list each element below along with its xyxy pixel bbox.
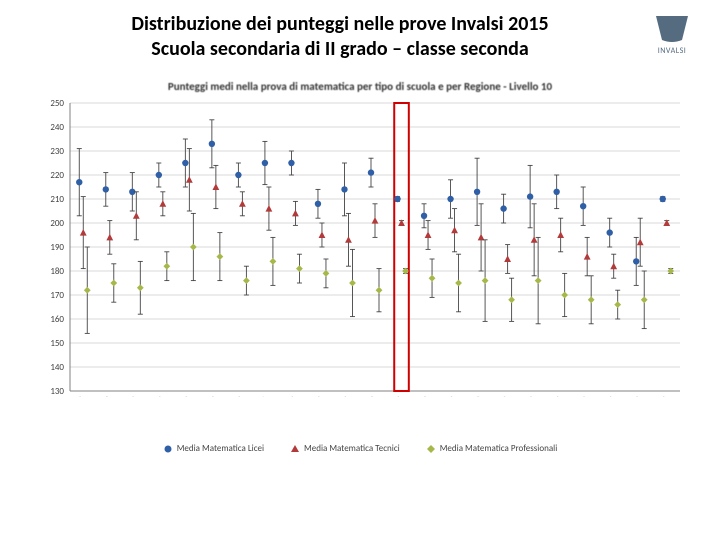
svg-text:230: 230	[50, 146, 64, 157]
svg-text:Molise: Molise	[459, 394, 483, 397]
svg-text:140: 140	[50, 362, 64, 373]
svg-text:Lazio: Lazio	[410, 393, 430, 397]
svg-text:Sicilia: Sicilia	[594, 394, 615, 397]
plot-area: 130 140 150 160 170 180 190 200 210 220 230 240 250 V…	[30, 97, 690, 397]
legend-item-licei: Media Matematica Licei	[163, 443, 264, 454]
svg-text:210: 210	[50, 194, 64, 205]
svg-text:Friuli V.G.: Friuli V.G.	[239, 394, 270, 397]
svg-text:Umbria: Umbria	[324, 394, 350, 397]
logo-text: INVALSI	[642, 46, 702, 56]
chart-title: Punteggi medi nella prova di matematica …	[30, 80, 690, 93]
title-line-1: Distribuzione dei punteggi nelle prove I…	[60, 12, 620, 37]
legend-marker-circle	[163, 444, 172, 453]
legend-marker-diamond	[426, 444, 435, 453]
svg-text:170: 170	[50, 290, 64, 301]
svg-text:Sardegna: Sardegna	[611, 394, 642, 397]
legend: Media Matematica Licei Media Matematica …	[30, 443, 690, 454]
svg-text:Campania: Campania	[477, 394, 510, 397]
legend-marker-triangle	[290, 444, 299, 453]
svg-text:Emilia Romagna: Emilia Romagna	[249, 394, 298, 397]
invalsi-logo: INVALSI	[642, 14, 702, 56]
legend-label-tecnici: Media Matematica Tecnici	[304, 443, 400, 454]
svg-text:240: 240	[50, 122, 64, 133]
svg-text:Trento: Trento	[194, 393, 218, 397]
svg-text:Calabria: Calabria	[561, 394, 589, 397]
legend-item-tecnici: Media Matematica Tecnici	[290, 443, 400, 454]
svg-text:Piemonte: Piemonte	[80, 394, 112, 397]
svg-text:Bolzano italiano: Bolzano italiano	[143, 393, 192, 397]
svg-text:Basilicata: Basilicata	[505, 394, 536, 397]
svg-text:180: 180	[50, 266, 64, 277]
svg-text:250: 250	[50, 98, 64, 109]
svg-text:Toscana: Toscana	[297, 394, 324, 397]
svg-text:130: 130	[50, 386, 64, 397]
legend-item-prof: Media Matematica Professionali	[426, 443, 558, 454]
svg-text:160: 160	[50, 314, 64, 325]
svg-text:150: 150	[50, 338, 64, 349]
slide: Distribuzione dei punteggi nelle prove I…	[0, 0, 720, 540]
logo-icon	[654, 14, 690, 44]
svg-text:220: 220	[50, 170, 64, 181]
svg-text:Liguria: Liguria	[114, 394, 138, 397]
svg-text:Marche: Marche	[350, 394, 377, 397]
svg-text:Abruzzo: Abruzzo	[429, 393, 457, 397]
legend-label-licei: Media Matematica Licei	[177, 443, 264, 454]
svg-text:Puglia: Puglia	[540, 394, 562, 397]
slide-title: Distribuzione dei punteggi nelle prove I…	[60, 12, 620, 62]
chart-container: Punteggi medi nella prova di matematica …	[30, 80, 690, 500]
plot-svg: 130 140 150 160 170 180 190 200 210 220 230 240 250 V…	[30, 97, 690, 397]
svg-text:Lombardia: Lombardia	[130, 394, 165, 397]
svg-text:Italia: Italia	[384, 394, 403, 397]
legend-label-prof: Media Matematica Professionali	[440, 443, 558, 454]
svg-text:Italia: Italia	[649, 394, 668, 397]
svg-text:Veneto: Veneto	[219, 393, 245, 397]
svg-text:190: 190	[50, 242, 64, 253]
svg-text:200: 200	[50, 218, 64, 229]
title-line-2: Scuola secondaria di II grado – classe s…	[60, 37, 620, 62]
